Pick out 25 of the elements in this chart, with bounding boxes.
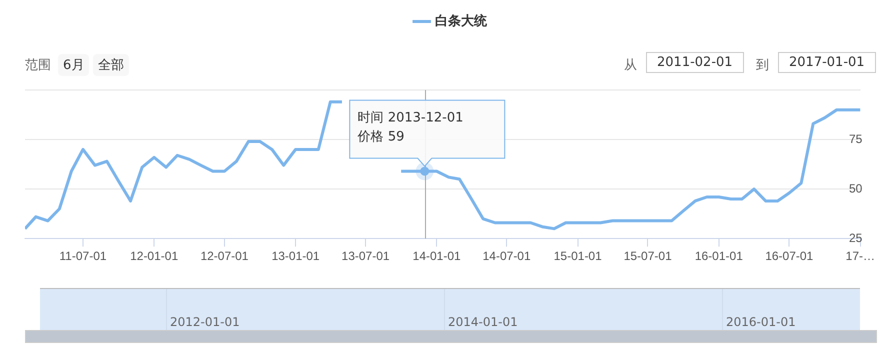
text: 到: [756, 57, 769, 74]
x-tick-label: 12-01-01: [130, 249, 178, 264]
x-tick-label: 16-01-01: [694, 249, 744, 264]
x-tick-label: 17-…: [846, 249, 875, 264]
x-tick-label: 14-01-01: [412, 249, 462, 264]
x-tick-label: 14-07-01: [482, 249, 531, 264]
navigator-panel: 2012-01-01 2014-01-01 2016-01-01: [40, 288, 860, 331]
text: 6月: [58, 54, 90, 76]
y-tick-label: 50: [848, 181, 863, 196]
x-tick-label: 15-07-01: [624, 249, 672, 264]
x-tick-label: 16-07-01: [765, 249, 814, 264]
text: 范围: [25, 57, 51, 74]
text: 2011-02-01: [646, 52, 744, 73]
annotation: 时间 2013-12-01 价格 59: [356, 110, 464, 145]
text: 全部: [93, 54, 129, 76]
x-tick-label: 12-07-01: [200, 249, 249, 264]
x-tick-label: 15-01-01: [554, 249, 602, 264]
text: 2017-01-01: [778, 52, 876, 73]
x-tick-label: 13-07-01: [342, 249, 390, 264]
text: 从: [624, 57, 637, 74]
x-tick-label: 13-01-01: [272, 249, 320, 264]
y-tick-label: 25: [848, 230, 863, 245]
legend-label: 白条大统: [434, 12, 488, 29]
y-tick-label: 75: [848, 132, 863, 146]
x-tick-label: 11-07-01: [59, 249, 107, 264]
